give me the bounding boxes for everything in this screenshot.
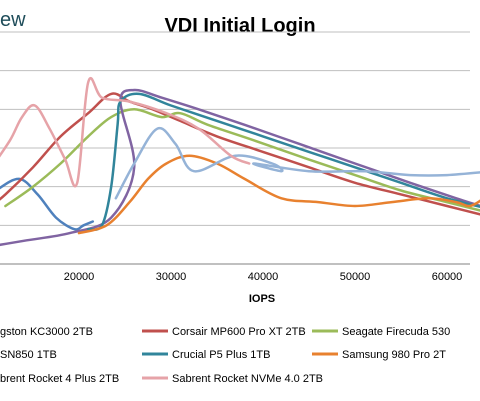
gridlines — [0, 31, 470, 265]
legend-label-2: Seagate Firecuda 530 — [342, 326, 450, 338]
x-tick-label: 30000 — [156, 271, 187, 283]
series-line-3 — [0, 88, 480, 247]
brand-logo-text: ew — [0, 9, 26, 31]
series-line-6 — [114, 126, 480, 200]
x-tick-label: 60000 — [432, 271, 463, 283]
legend-label-0: gston KC3000 2TB — [0, 326, 93, 338]
legend-label-5: Samsung 980 Pro 2T — [342, 349, 446, 361]
x-axis-ticks: 20000 30000 40000 50000 60000 — [64, 271, 463, 283]
chart-title: VDI Initial Login — [164, 15, 315, 37]
x-tick-label: 20000 — [64, 271, 95, 283]
legend-label-4: Crucial P5 Plus 1TB — [172, 349, 270, 361]
legend-label-7: Sabrent Rocket NVMe 4.0 2TB — [172, 373, 323, 385]
x-tick-label: 40000 — [248, 271, 279, 283]
series-line-2 — [4, 108, 480, 212]
x-tick-label: 50000 — [340, 271, 371, 283]
series-line-7 — [0, 77, 251, 188]
x-axis-title: IOPS — [249, 293, 275, 305]
legend-label-3: SN850 1TB — [0, 349, 57, 361]
legend-label-1: Corsair MP600 Pro XT 2TB — [172, 326, 306, 338]
series-line-0 — [0, 177, 95, 231]
series-line-4 — [86, 92, 480, 231]
chart-legend: gston KC3000 2TB Corsair MP600 Pro XT 2TB… — [0, 326, 450, 385]
series-line-5 — [77, 154, 480, 235]
legend-label-6: brent Rocket 4 Plus 2TB — [0, 373, 119, 385]
series-line-1 — [0, 92, 480, 216]
plot-area — [0, 77, 480, 247]
